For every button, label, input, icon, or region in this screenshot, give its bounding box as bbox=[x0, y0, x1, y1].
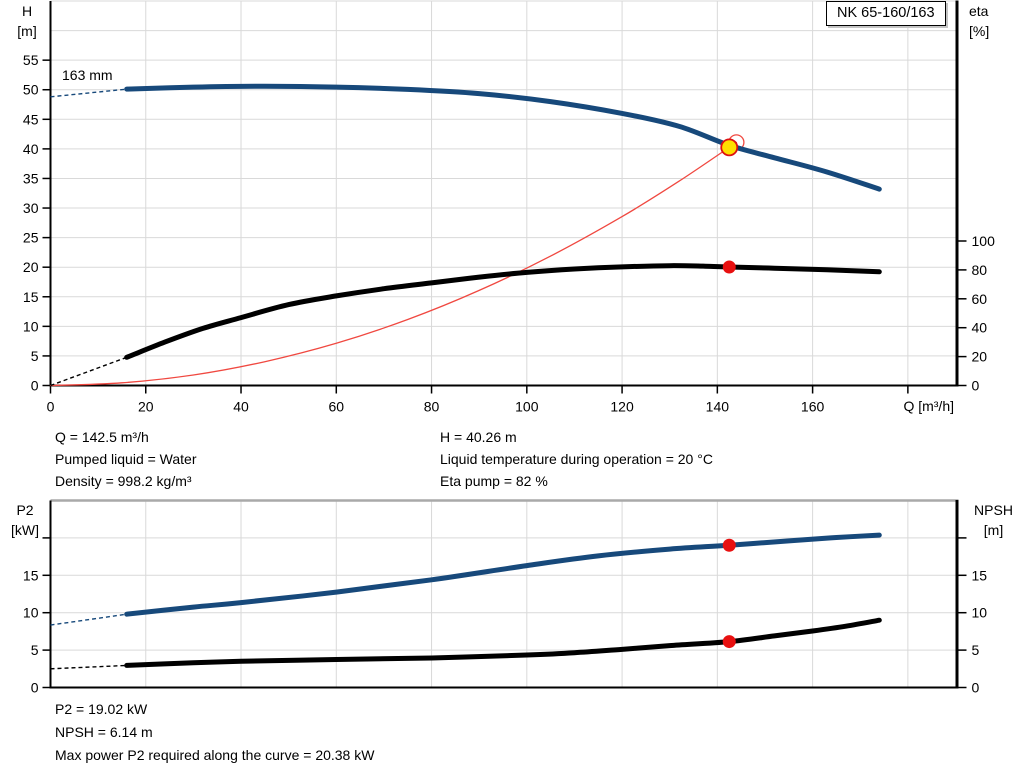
eta-axis-title: eta [%] bbox=[969, 1, 989, 41]
duty-point-npsh bbox=[722, 635, 736, 649]
pumped-liquid-text: Pumped liquid = Water bbox=[55, 451, 197, 467]
h-axis-title-line2: [m] bbox=[17, 23, 37, 39]
tick-label-right: 15 bbox=[972, 567, 988, 583]
tick-label-x: 40 bbox=[233, 399, 249, 415]
tick-label-x: 120 bbox=[610, 399, 634, 415]
h-axis-title: H [m] bbox=[8, 1, 46, 41]
tick-label-right: 0 bbox=[972, 378, 980, 394]
h-axis-title-line1: H bbox=[21, 3, 33, 19]
npsh-axis-title-line1: NPSH bbox=[974, 502, 1013, 518]
eta-axis-title-line2: [%] bbox=[969, 23, 990, 39]
p2-axis-title-line1: P2 bbox=[16, 502, 34, 518]
npsh-axis-title: NPSH [m] bbox=[963, 500, 1024, 540]
tick-label-x: 100 bbox=[515, 399, 539, 415]
liquid-temp-text: Liquid temperature during operation = 20… bbox=[440, 451, 713, 467]
tick-label-right: 0 bbox=[972, 680, 980, 696]
npsh-axis-title-line2: [m] bbox=[983, 522, 1004, 538]
system-curve bbox=[49, 141, 738, 387]
duty-flow-text: Q = 142.5 m³/h bbox=[55, 429, 149, 445]
tick-label-right: 80 bbox=[972, 262, 988, 278]
npsh-result-text: NPSH = 6.14 m bbox=[55, 724, 153, 740]
tick-label-left: 20 bbox=[23, 259, 39, 275]
tick-label-left: 55 bbox=[23, 52, 39, 68]
tick-label-left: 25 bbox=[23, 230, 39, 246]
tick-label-right: 5 bbox=[972, 642, 980, 658]
tick-label-left: 35 bbox=[23, 170, 39, 186]
qh-chart: 0 5 10 15 20 25 30 35 40 45 50 55 0 20 40 60 80 100 0 20 40 6… bbox=[23, 0, 996, 415]
eta-axis-title-line1: eta bbox=[969, 3, 989, 19]
head-curve bbox=[124, 83, 882, 192]
tick-label-left: 10 bbox=[23, 605, 39, 621]
pump-model-badge: NK 65-160/163 bbox=[826, 1, 946, 26]
density-text: Density = 998.2 kg/m³ bbox=[55, 473, 192, 489]
tick-label-x: 80 bbox=[424, 399, 440, 415]
tick-label-left: 50 bbox=[23, 82, 39, 98]
p2-axis-title-line2: [kW] bbox=[11, 522, 39, 538]
tick-label-right: 10 bbox=[972, 605, 988, 621]
tick-label-right: 20 bbox=[972, 349, 988, 365]
efficiency-curve-dashed-lead bbox=[50, 356, 127, 387]
duty-head-text: H = 40.26 m bbox=[440, 429, 517, 445]
tick-label-left: 30 bbox=[23, 200, 39, 216]
tick-label-left: 15 bbox=[23, 567, 39, 583]
tick-label-x: 20 bbox=[138, 399, 154, 415]
tick-label-left: 0 bbox=[31, 378, 39, 394]
npsh-curve bbox=[124, 617, 882, 668]
tick-label-left: 10 bbox=[23, 318, 39, 334]
tick-label-left: 40 bbox=[23, 141, 39, 157]
tick-label-right: 60 bbox=[972, 291, 988, 307]
tick-label-x: 140 bbox=[706, 399, 730, 415]
tick-label-right: 40 bbox=[972, 320, 988, 336]
tick-label-left: 45 bbox=[23, 111, 39, 127]
npsh-curve-dashed-lead bbox=[50, 664, 127, 670]
head-curve-dashed-lead bbox=[50, 88, 127, 98]
power-npsh-chart: 0 5 10 15 0 5 10 15 bbox=[23, 499, 988, 696]
eta-pump-text: Eta pump = 82 % bbox=[440, 473, 548, 489]
tick-label-left: 0 bbox=[31, 680, 39, 696]
tick-label-x: 60 bbox=[329, 399, 345, 415]
tick-label-x: 0 bbox=[47, 399, 55, 415]
duty-point-eta bbox=[722, 260, 736, 274]
impeller-diameter-label: 163 mm bbox=[62, 67, 113, 83]
tick-label-left: 5 bbox=[31, 642, 39, 658]
p2-curve-dashed-lead bbox=[50, 613, 127, 626]
tick-label-right: 100 bbox=[972, 233, 996, 249]
p2-curve bbox=[124, 532, 882, 617]
tick-label-left: 5 bbox=[31, 348, 39, 364]
tick-label-left: 15 bbox=[23, 289, 39, 305]
q-axis-title: Q [m³/h] bbox=[903, 398, 954, 414]
p2-result-text: P2 = 19.02 kW bbox=[55, 701, 148, 717]
tick-label-x: 160 bbox=[801, 399, 825, 415]
duty-point-qh bbox=[720, 138, 739, 157]
p2-axis-title: P2 [kW] bbox=[2, 500, 48, 540]
duty-point-p2 bbox=[722, 538, 736, 552]
max-power-text: Max power P2 required along the curve = … bbox=[55, 747, 375, 763]
